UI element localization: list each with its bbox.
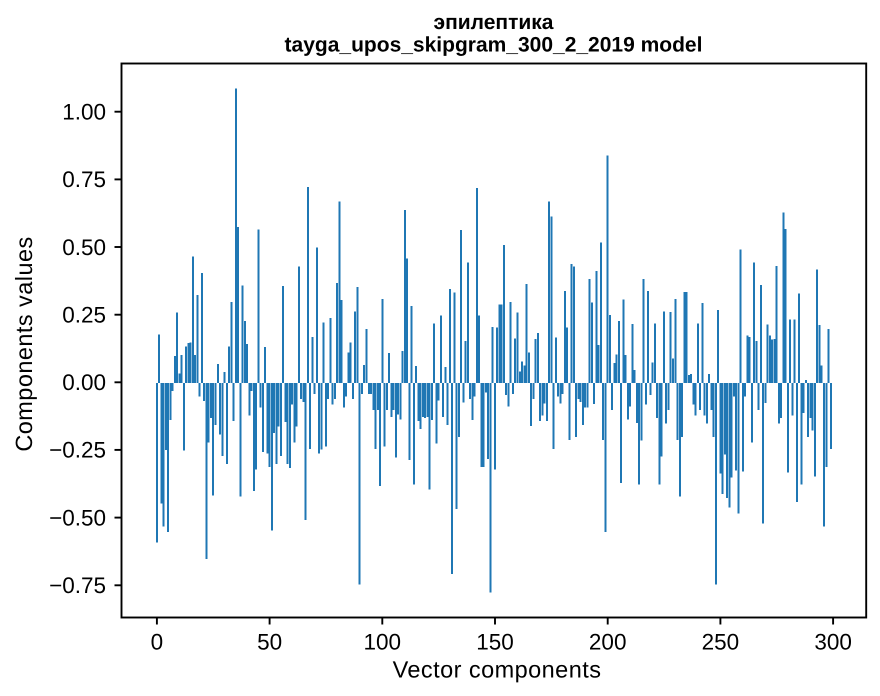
svg-text:−0.25: −0.25	[49, 438, 106, 463]
svg-text:50: 50	[257, 630, 282, 655]
svg-text:0.50: 0.50	[62, 235, 106, 260]
svg-text:0.75: 0.75	[62, 167, 106, 192]
svg-text:0.00: 0.00	[62, 370, 106, 395]
svg-text:250: 250	[702, 630, 740, 655]
svg-text:0.25: 0.25	[62, 302, 106, 327]
svg-text:150: 150	[476, 630, 514, 655]
svg-text:1.00: 1.00	[62, 100, 106, 125]
svg-text:300: 300	[814, 630, 852, 655]
svg-text:tayga_upos_skipgram_300_2_2019: tayga_upos_skipgram_300_2_2019 model	[285, 34, 703, 57]
svg-text:−0.75: −0.75	[49, 573, 106, 598]
svg-text:Vector components: Vector components	[393, 657, 602, 683]
svg-text:−0.50: −0.50	[49, 505, 106, 530]
svg-text:100: 100	[364, 630, 402, 655]
svg-text:200: 200	[589, 630, 627, 655]
svg-text:0: 0	[151, 630, 164, 655]
svg-text:Components values: Components values	[11, 236, 37, 451]
svg-text:эпилептика: эпилептика	[433, 11, 553, 34]
